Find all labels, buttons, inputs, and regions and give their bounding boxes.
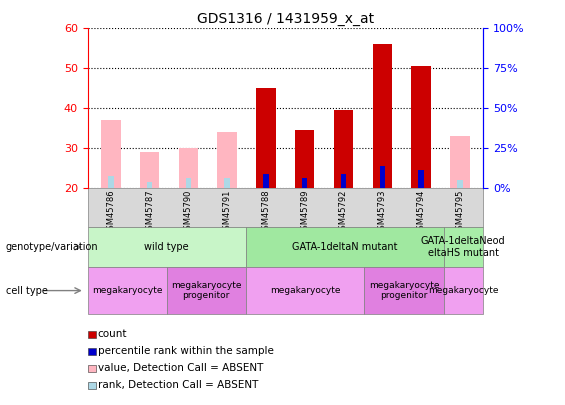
Bar bbox=[257, 88, 276, 188]
Title: GDS1316 / 1431959_x_at: GDS1316 / 1431959_x_at bbox=[197, 12, 374, 26]
Bar bbox=[302, 178, 307, 188]
Bar bbox=[372, 44, 392, 188]
Text: value, Detection Call = ABSENT: value, Detection Call = ABSENT bbox=[98, 363, 263, 373]
Text: count: count bbox=[98, 329, 127, 339]
Bar bbox=[411, 66, 431, 188]
Text: megakaryocyte: megakaryocyte bbox=[270, 286, 340, 295]
Bar bbox=[450, 136, 470, 188]
Bar bbox=[140, 152, 159, 188]
Bar bbox=[186, 178, 191, 188]
Text: megakaryocyte
progenitor: megakaryocyte progenitor bbox=[369, 281, 439, 300]
Bar bbox=[457, 180, 463, 188]
Text: wild type: wild type bbox=[145, 242, 189, 252]
Bar bbox=[224, 178, 230, 188]
Text: cell type: cell type bbox=[6, 286, 47, 296]
Bar bbox=[218, 132, 237, 188]
Text: GATA-1deltaN mutant: GATA-1deltaN mutant bbox=[292, 242, 397, 252]
Text: megakaryocyte
progenitor: megakaryocyte progenitor bbox=[171, 281, 241, 300]
Bar bbox=[101, 120, 120, 188]
Text: GATA-1deltaNeod
eltaHS mutant: GATA-1deltaNeod eltaHS mutant bbox=[421, 236, 506, 258]
Text: megakaryocyte: megakaryocyte bbox=[428, 286, 498, 295]
Text: genotype/variation: genotype/variation bbox=[6, 242, 98, 252]
Bar bbox=[295, 130, 314, 188]
Bar bbox=[147, 182, 153, 188]
Bar bbox=[380, 166, 385, 188]
Text: percentile rank within the sample: percentile rank within the sample bbox=[98, 346, 273, 356]
Bar bbox=[418, 171, 424, 188]
Bar bbox=[263, 174, 268, 188]
Bar bbox=[108, 176, 114, 188]
Text: megakaryocyte: megakaryocyte bbox=[92, 286, 162, 295]
Bar bbox=[341, 174, 346, 188]
Text: rank, Detection Call = ABSENT: rank, Detection Call = ABSENT bbox=[98, 380, 258, 390]
Bar bbox=[179, 148, 198, 188]
Bar bbox=[334, 110, 353, 188]
